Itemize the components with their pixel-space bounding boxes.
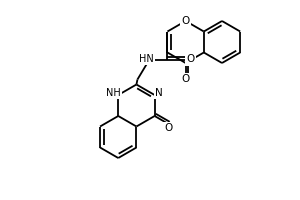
Text: O: O [164,123,172,133]
Text: O: O [182,16,190,26]
Text: O: O [182,74,190,84]
Text: O: O [186,54,195,64]
Text: NH: NH [106,88,121,98]
Text: HN: HN [139,54,154,64]
Text: N: N [155,88,163,98]
